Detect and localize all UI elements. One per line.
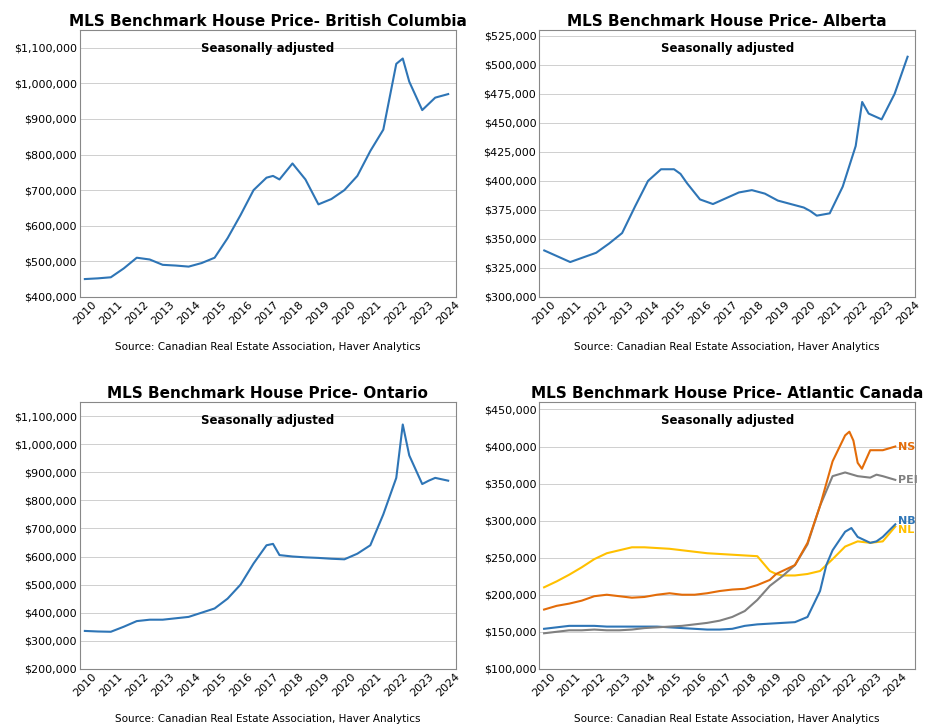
Text: Seasonally adjusted: Seasonally adjusted: [661, 42, 794, 55]
Text: Source: Canadian Real Estate Association, Haver Analytics: Source: Canadian Real Estate Association…: [115, 342, 420, 352]
Text: Seasonally adjusted: Seasonally adjusted: [201, 42, 334, 55]
Text: Seasonally adjusted: Seasonally adjusted: [661, 414, 794, 427]
Text: Source: Canadian Real Estate Association, Haver Analytics: Source: Canadian Real Estate Association…: [575, 714, 880, 724]
Text: Source: Canadian Real Estate Association, Haver Analytics: Source: Canadian Real Estate Association…: [575, 342, 880, 352]
Text: NL: NL: [898, 525, 914, 535]
Title: MLS Benchmark House Price- Alberta: MLS Benchmark House Price- Alberta: [567, 14, 887, 29]
Text: Seasonally adjusted: Seasonally adjusted: [201, 414, 334, 427]
Text: Source: Canadian Real Estate Association, Haver Analytics: Source: Canadian Real Estate Association…: [115, 714, 420, 724]
Text: NS: NS: [898, 441, 915, 451]
Title: MLS Benchmark House Price- Ontario: MLS Benchmark House Price- Ontario: [108, 386, 429, 401]
Text: NB: NB: [898, 515, 915, 526]
Text: PEI: PEI: [898, 475, 917, 485]
Title: MLS Benchmark House Price- British Columbia: MLS Benchmark House Price- British Colum…: [69, 14, 467, 29]
Title: MLS Benchmark House Price- Atlantic Canada: MLS Benchmark House Price- Atlantic Cana…: [531, 386, 924, 401]
